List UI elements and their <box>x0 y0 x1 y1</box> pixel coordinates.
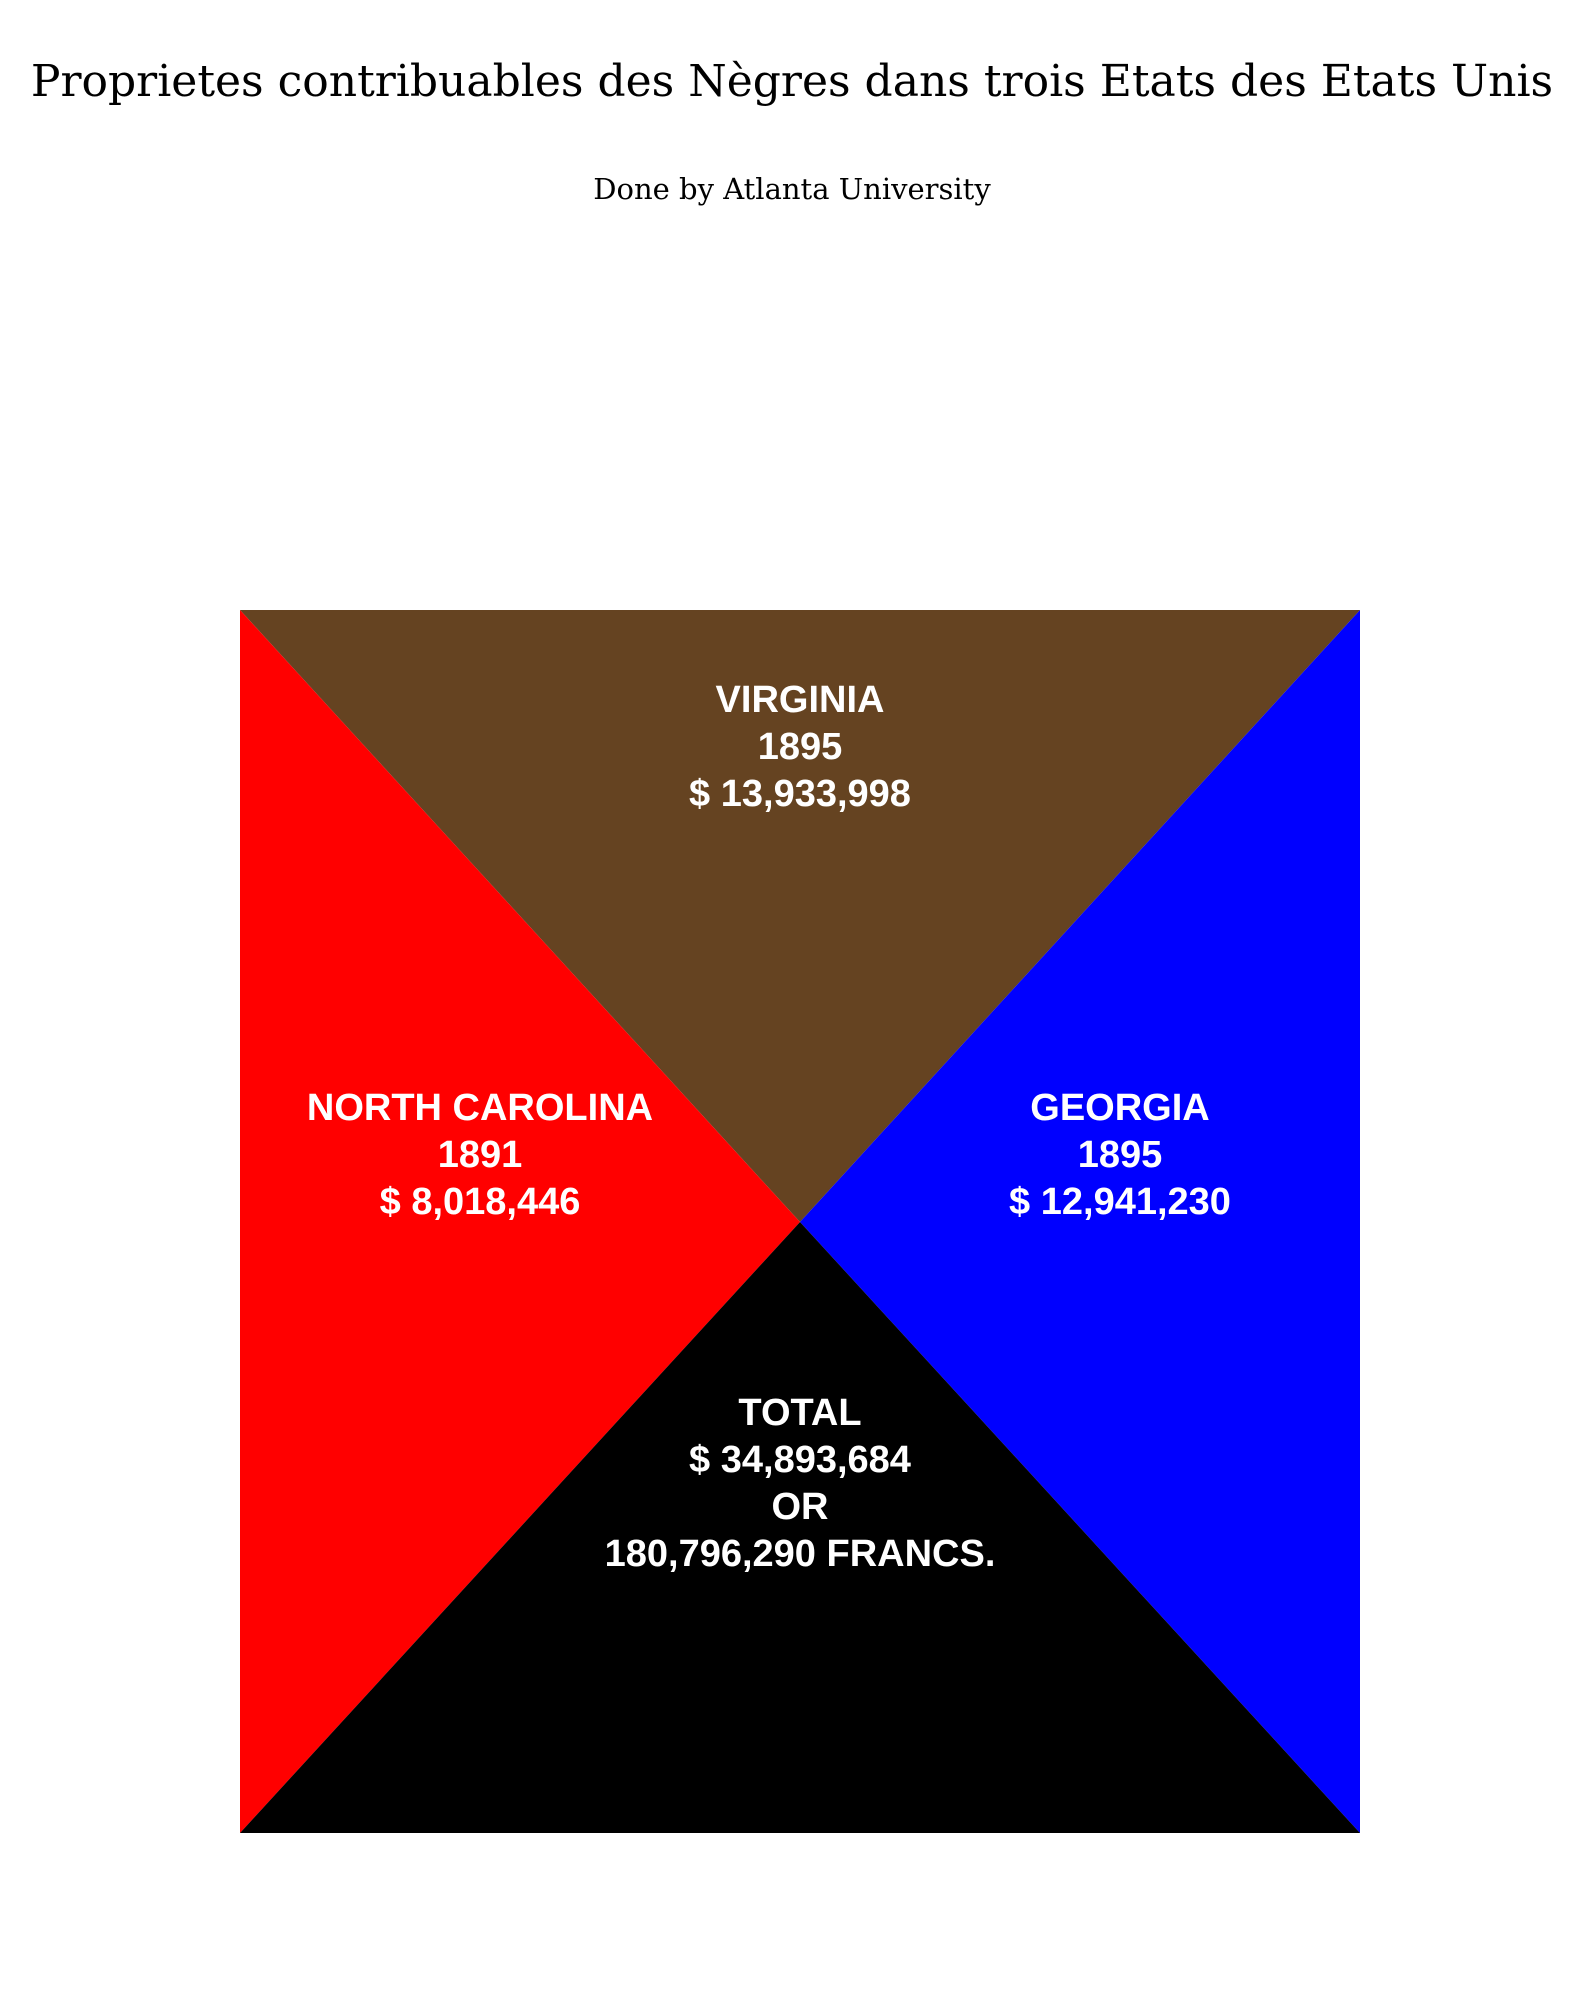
label-right-year: 1895 <box>1078 1134 1163 1176</box>
chart-subtitle: Done by Atlanta University <box>593 172 991 206</box>
label-bottom-amount: $ 34,893,684 <box>689 1439 911 1481</box>
label-top-year: 1895 <box>758 726 843 768</box>
label-top-amount: $ 13,933,998 <box>689 773 911 815</box>
label-left-state: NORTH CAROLINA <box>307 1087 653 1129</box>
label-right-state: GEORGIA <box>1030 1087 1209 1129</box>
triangle-top <box>240 610 1360 1222</box>
triangle-left <box>240 610 800 1833</box>
label-bottom-extra_lines-0: OR <box>772 1486 829 1528</box>
triangle-bottom <box>240 1222 1360 1833</box>
chart-title: Proprietes contribuables des Nègres dans… <box>30 56 1554 107</box>
label-layer: VIRGINIA 1895 $ 13,933,998 NORTH CAROLINA 18… <box>307 679 1231 1575</box>
label-bottom-state: TOTAL <box>738 1392 861 1434</box>
label-top-state: VIRGINIA <box>716 679 885 721</box>
label-left-amount: $ 8,018,446 <box>380 1181 581 1223</box>
label-bottom-extra_lines-1: 180,796,290 FRANCS. <box>605 1533 996 1575</box>
triangle-right <box>800 610 1360 1833</box>
label-right-amount: $ 12,941,230 <box>1009 1181 1231 1223</box>
triangle-layer <box>240 610 1360 1833</box>
label-left-year: 1891 <box>438 1134 523 1176</box>
